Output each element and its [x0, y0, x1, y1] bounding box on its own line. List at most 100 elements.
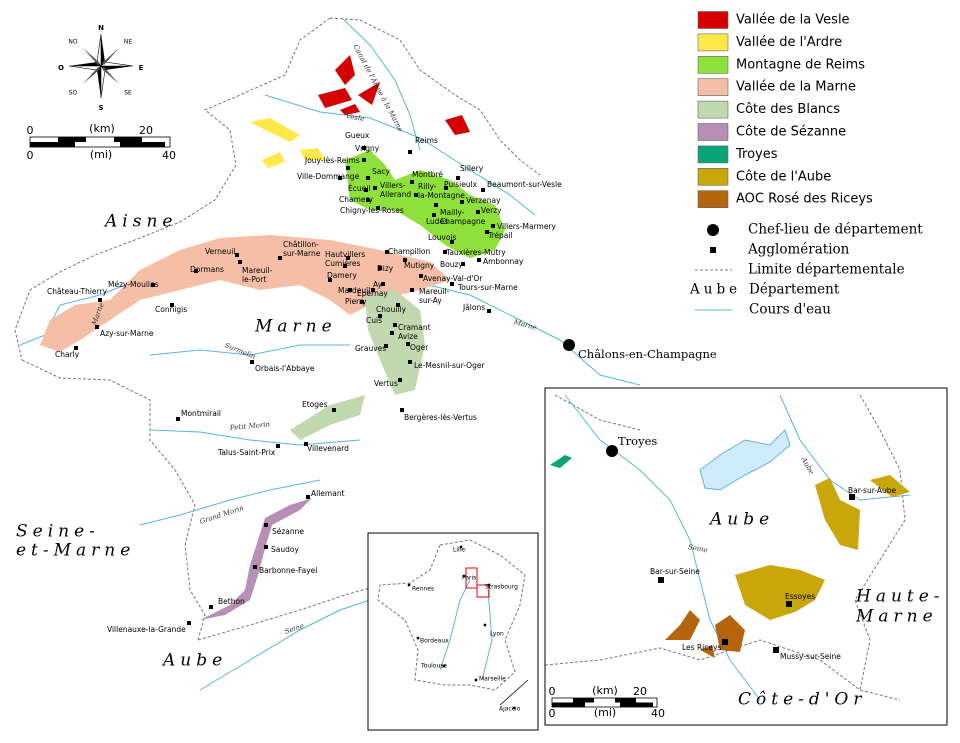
legend-label: Limite départementale: [748, 262, 905, 278]
legend-label: Côte de Sézanne: [736, 125, 846, 140]
town-label: Ambonnay: [483, 257, 524, 266]
prefecture-marker: [707, 224, 719, 236]
boundary: [14, 17, 331, 361]
town-marker: [74, 346, 78, 350]
town-label: Ville-Dommange: [297, 172, 360, 181]
lake: [699, 429, 791, 491]
legend-swatch: [697, 100, 729, 119]
scale-label: (mi): [90, 148, 112, 161]
town-label: Toulouse: [420, 663, 447, 670]
compass-rose: [68, 33, 134, 99]
town-label: Vrigny: [355, 144, 380, 153]
scale-label: 0: [27, 149, 34, 162]
legend-label: Chef-lieu de département: [748, 222, 923, 238]
town-marker: [332, 408, 336, 412]
town-label: Chouilly: [376, 305, 407, 314]
town-label: Etoges: [302, 400, 328, 409]
legend-label: Cours d'eau: [749, 302, 831, 318]
town-marker: [434, 203, 438, 207]
vineyards: [40, 55, 910, 658]
compass-label: SO: [69, 90, 78, 97]
river-label: Vesle: [345, 112, 365, 123]
town-marker: [378, 314, 382, 318]
town-label: Avenay-Val-d'Or: [423, 274, 483, 283]
town-label: Mareuil-: [419, 287, 450, 296]
town-marker: [151, 283, 155, 287]
town-marker: [474, 678, 478, 682]
town-label: Allemant: [311, 489, 345, 498]
scale-label: 20: [139, 124, 153, 137]
river-line: [341, 17, 421, 151]
town-label: Cuis: [366, 316, 382, 325]
town-marker: [98, 298, 102, 302]
town-marker: [209, 605, 213, 609]
legend-swatch: [697, 168, 729, 186]
town-marker: [476, 210, 480, 214]
town-marker: [264, 545, 268, 549]
compass-label: NE: [124, 39, 132, 46]
town-marker: [487, 583, 491, 587]
town-marker: [406, 342, 410, 346]
department-label: Seine-: [16, 522, 100, 542]
legend-label: Montagne de Reims: [736, 57, 865, 72]
scale-label: 0: [549, 707, 556, 720]
town-marker: [338, 176, 342, 180]
town-marker: [346, 166, 350, 170]
town-label: Verzy: [481, 206, 502, 215]
town-marker: [378, 266, 382, 270]
town-marker: [485, 230, 489, 234]
town-marker: [362, 146, 366, 150]
compass-point: [83, 48, 100, 65]
town-label: Rennes: [412, 586, 434, 593]
town-label: Barbonne-Fayel: [259, 566, 317, 575]
town-marker: [390, 331, 394, 335]
town-label: Strasbourg: [485, 584, 518, 591]
town-marker: [483, 623, 487, 627]
town-marker: [512, 706, 516, 710]
legend-label: Vallée de l'Ardre: [736, 35, 842, 50]
vineyard: [40, 235, 450, 352]
inset-frame: [544, 387, 948, 726]
town-label: Dizy: [377, 264, 394, 273]
town-marker: [304, 442, 308, 446]
town-label: Louvois: [428, 233, 456, 242]
town-marker: [416, 636, 420, 640]
river-label: Seine: [687, 543, 708, 554]
town-marker: [381, 282, 385, 286]
legend-swatch: [697, 145, 729, 164]
town-label: Champagne: [440, 217, 486, 226]
town-marker: [396, 303, 400, 307]
town-marker: [328, 278, 332, 282]
town-marker: [477, 258, 481, 262]
river-line: [139, 479, 321, 526]
town-marker: [410, 180, 414, 184]
town-label: Vertus: [374, 379, 398, 388]
compass-point: [101, 66, 133, 70]
vineyard: [665, 610, 745, 658]
scale-label: 0: [27, 124, 34, 137]
town-label: Connigis: [155, 305, 187, 314]
town-label: Dormans: [190, 265, 224, 274]
boundary: [854, 394, 906, 691]
town-label: Bar-sur-Aube: [848, 486, 897, 495]
town-label: Essoyes: [785, 592, 815, 601]
town-label: Cramant: [398, 323, 431, 332]
town-label: Beaumont-sur-Vesle: [487, 180, 562, 189]
town-label: Mussy-sur-Seine: [780, 652, 841, 661]
town-marker: [376, 206, 380, 210]
town-marker: [278, 256, 282, 260]
town-label: Talus-Saint-Prix: [217, 448, 276, 457]
town-label: Damery: [327, 271, 357, 280]
town-label: Villers-: [380, 181, 406, 190]
town-marker: [444, 186, 448, 190]
town-marker: [443, 250, 447, 254]
legend-label: Côte de l'Aube: [736, 169, 831, 184]
scale-bar-segment: [615, 698, 636, 703]
town-marker: [491, 224, 495, 228]
town-label: la-Montagne: [418, 191, 465, 200]
river-line: [564, 394, 761, 701]
inset-location: [465, 567, 478, 589]
town-marker: [364, 188, 368, 192]
scale-bar-segment: [620, 702, 653, 707]
legend-department-sample: Aube: [689, 282, 741, 298]
